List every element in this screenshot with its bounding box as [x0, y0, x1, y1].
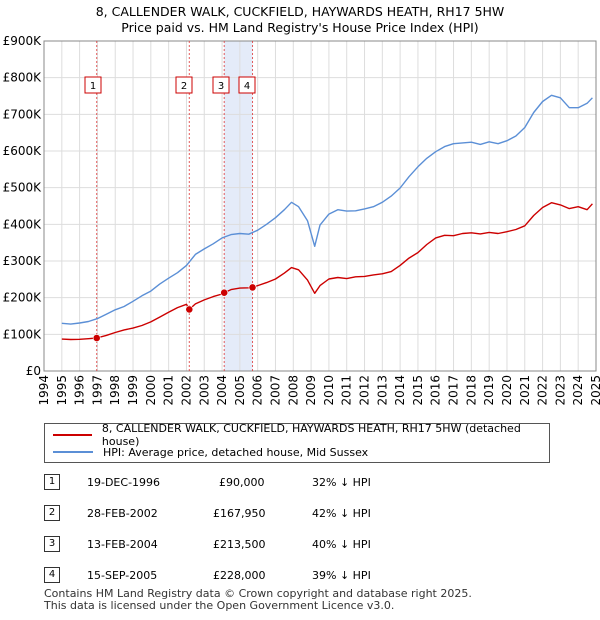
x-tick-label: 2013 — [375, 375, 389, 406]
chart-subtitle: Price paid vs. HM Land Registry's House … — [121, 20, 479, 35]
x-tick-label: 2000 — [144, 375, 158, 406]
y-tick-label: £500K — [3, 181, 43, 195]
sale-number-box: 4 — [44, 567, 60, 583]
sale-date: 13-FEB-2004 — [87, 538, 158, 551]
sale-row: 2 28-FEB-2002 £167,950 42% ↓ HPI — [44, 505, 444, 523]
legend-item-property: 8, CALLENDER WALK, CUCKFIELD, HAYWARDS H… — [53, 422, 549, 448]
x-tick-label: 1996 — [73, 375, 87, 406]
x-tick-label: 2005 — [233, 375, 247, 406]
x-tick-label: 2001 — [162, 375, 176, 406]
sale-hpi-diff: 40% ↓ HPI — [312, 538, 371, 551]
transaction-label-box — [212, 76, 230, 94]
sale-hpi-diff: 42% ↓ HPI — [312, 507, 371, 520]
plot-area — [44, 41, 596, 371]
x-tick-label: 2004 — [215, 375, 229, 406]
transaction-point — [92, 334, 101, 342]
y-tick-label: £900K — [3, 34, 43, 48]
transaction-label-box — [238, 76, 256, 94]
x-tick-label: 2024 — [571, 375, 585, 406]
plot-border — [43, 40, 597, 372]
x-tick-label: 2014 — [393, 375, 407, 406]
x-tick-label: 1997 — [90, 375, 104, 406]
transaction-label-box — [175, 76, 193, 94]
sale-row: 4 15-SEP-2005 £228,000 39% ↓ HPI — [44, 567, 444, 585]
x-tick-label: 2008 — [286, 375, 300, 406]
x-tick-label: 2023 — [553, 375, 567, 406]
y-tick-label: £400K — [3, 217, 43, 231]
sale-price: £228,000 — [213, 569, 266, 582]
x-tick-label: 2019 — [482, 375, 496, 406]
transaction-label-box — [84, 76, 102, 94]
sale-hpi-diff: 39% ↓ HPI — [312, 569, 371, 582]
transaction-label-text: 1 — [90, 81, 96, 92]
sale-number-box: 2 — [44, 505, 60, 521]
sale-date: 28-FEB-2002 — [87, 507, 158, 520]
x-tick-label: 2003 — [197, 375, 211, 406]
sale-hpi-diff: 32% ↓ HPI — [312, 476, 371, 489]
transaction-label-text: 2 — [181, 81, 187, 92]
x-tick-label: 2022 — [536, 375, 550, 406]
transaction-label-text: 3 — [218, 81, 224, 92]
legend-label-property: 8, CALLENDER WALK, CUCKFIELD, HAYWARDS H… — [101, 422, 521, 448]
y-tick-label: £700K — [3, 107, 43, 121]
legend-label-hpi: HPI: Average price, detached house, Mid … — [103, 445, 369, 459]
x-tick-label: 2010 — [322, 375, 336, 406]
sale-row: 1 19-DEC-1996 £90,000 32% ↓ HPI — [44, 474, 444, 492]
x-tick-label: 1998 — [108, 375, 122, 406]
transaction-point — [248, 283, 257, 292]
y-tick-label: £300K — [3, 254, 43, 268]
sale-number-box: 1 — [44, 474, 60, 490]
sale-number-box: 3 — [44, 536, 60, 552]
footer-licence: This data is licensed under the Open Gov… — [44, 599, 395, 612]
x-tick-label: 1994 — [37, 375, 51, 406]
y-tick-label: £600K — [3, 144, 43, 158]
x-tick-label: 2020 — [500, 375, 514, 406]
x-tick-label: 2025 — [589, 375, 600, 406]
x-tick-label: 2009 — [304, 375, 318, 406]
property-series-line — [61, 201, 593, 341]
x-tick-label: 2018 — [464, 375, 478, 406]
x-tick-label: 1995 — [55, 375, 69, 406]
x-tick-label: 2006 — [251, 375, 265, 406]
transaction-label-text: 4 — [244, 81, 250, 92]
legend: 8, CALLENDER WALK, CUCKFIELD, HAYWARDS H… — [44, 422, 550, 463]
x-tick-label: 2017 — [447, 375, 461, 406]
price-chart: 1 2 3 4 £0 £100K £200K £300K £400K £500K £600K £700… — [3, 34, 600, 406]
legend-item-hpi: HPI: Average price, detached house, Mid … — [53, 444, 368, 460]
y-tick-label: £200K — [3, 291, 43, 305]
x-tick-label: 2002 — [179, 375, 193, 406]
sale-date: 15-SEP-2005 — [87, 569, 158, 582]
footer: Contains HM Land Registry data © Crown c… — [44, 588, 472, 612]
sale-row: 3 13-FEB-2004 £213,500 40% ↓ HPI — [44, 536, 444, 554]
x-tick-label: 2016 — [429, 375, 443, 406]
transaction-point — [185, 305, 194, 314]
sale-price: £90,000 — [219, 476, 265, 489]
x-tick-label: 2021 — [518, 375, 532, 406]
x-tick-label: 1999 — [126, 375, 140, 406]
x-tick-label: 2012 — [358, 375, 372, 406]
y-tick-label: £800K — [3, 71, 43, 85]
sale-price: £213,500 — [213, 538, 266, 551]
sale-price: £167,950 — [213, 507, 266, 520]
footer-copyright: Contains HM Land Registry data © Crown c… — [44, 587, 472, 600]
hpi-line-swatch — [53, 451, 93, 453]
hpi-series-line — [61, 94, 593, 325]
property-line-swatch — [53, 434, 92, 436]
y-tick-label: £100K — [3, 327, 43, 341]
highlight-band — [224, 41, 253, 371]
sale-date: 19-DEC-1996 — [87, 476, 161, 489]
transaction-point — [220, 288, 229, 297]
x-tick-label: 2011 — [340, 375, 354, 406]
x-tick-label: 2007 — [268, 375, 282, 406]
y-tick-label: £0 — [26, 364, 41, 378]
chart-title: 8, CALLENDER WALK, CUCKFIELD, HAYWARDS H… — [95, 4, 505, 19]
x-tick-label: 2015 — [411, 375, 425, 406]
